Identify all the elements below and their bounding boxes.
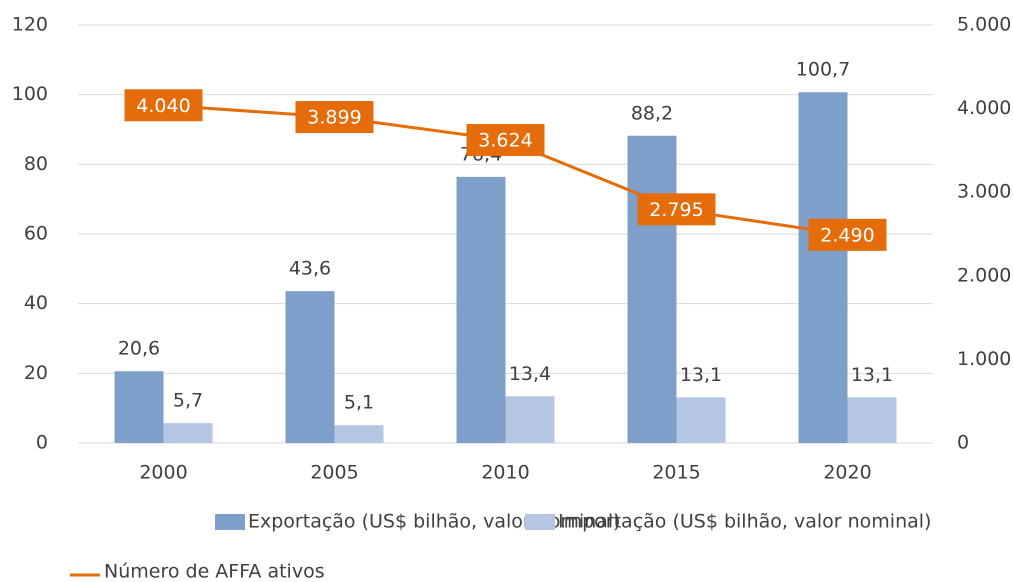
x-tick-label: 2000 [139, 462, 187, 484]
line-value-label: 3.899 [307, 107, 361, 129]
legend-swatch [215, 514, 245, 530]
y-tick-label: 120 [12, 14, 48, 36]
x-tick-label: 2005 [310, 462, 358, 484]
bar [114, 371, 164, 443]
y-tick-label: 0 [36, 432, 48, 454]
line-value-label: 2.490 [820, 224, 874, 246]
bar [798, 92, 848, 443]
y-tick-label: 100 [12, 83, 48, 105]
legend-label: Importação (US$ bilhão, valor nominal) [558, 511, 931, 533]
line-value-label: 3.624 [478, 130, 532, 152]
x-tick-label: 2015 [652, 462, 700, 484]
line-label-box [295, 101, 374, 134]
bar [847, 397, 897, 443]
line-label-box [637, 193, 716, 226]
bar [285, 291, 335, 443]
y2-tick-label: 1.000 [957, 348, 1011, 370]
bar [163, 423, 213, 443]
y-tick-label: 80 [24, 153, 48, 175]
line-value-label: 4.040 [136, 95, 190, 117]
bar-value-label: 20,6 [118, 338, 160, 360]
bar-value-label: 13,1 [680, 364, 722, 386]
bar [627, 135, 677, 443]
bar-value-label: 88,2 [631, 102, 673, 124]
line-label-box [466, 124, 545, 157]
y-tick-label: 60 [24, 223, 48, 245]
line-label-box [124, 89, 203, 122]
legend-swatch [525, 514, 555, 530]
bar-value-label: 100,7 [796, 59, 850, 81]
y-tick-label: 40 [24, 292, 48, 314]
y2-tick-label: 0 [957, 432, 969, 454]
bar [334, 425, 384, 443]
bar-value-label: 13,1 [851, 364, 893, 386]
x-tick-label: 2010 [481, 462, 529, 484]
y2-tick-label: 2.000 [957, 264, 1011, 286]
bar [505, 396, 555, 443]
bar-value-label: 5,7 [173, 390, 203, 412]
x-tick-label: 2020 [823, 462, 871, 484]
y2-tick-label: 5.000 [957, 14, 1011, 36]
y2-tick-label: 3.000 [957, 181, 1011, 203]
bar [456, 176, 506, 443]
bar-value-label: 43,6 [289, 258, 331, 280]
bar [676, 397, 726, 443]
y-tick-label: 20 [24, 362, 48, 384]
line-value-label: 2.795 [649, 199, 703, 221]
legend-label: Número de AFFA ativos [104, 561, 325, 582]
line-label-box [808, 218, 887, 251]
y2-tick-label: 4.000 [957, 97, 1011, 119]
bar-value-label: 13,4 [509, 363, 551, 385]
bar-value-label: 5,1 [344, 392, 374, 414]
